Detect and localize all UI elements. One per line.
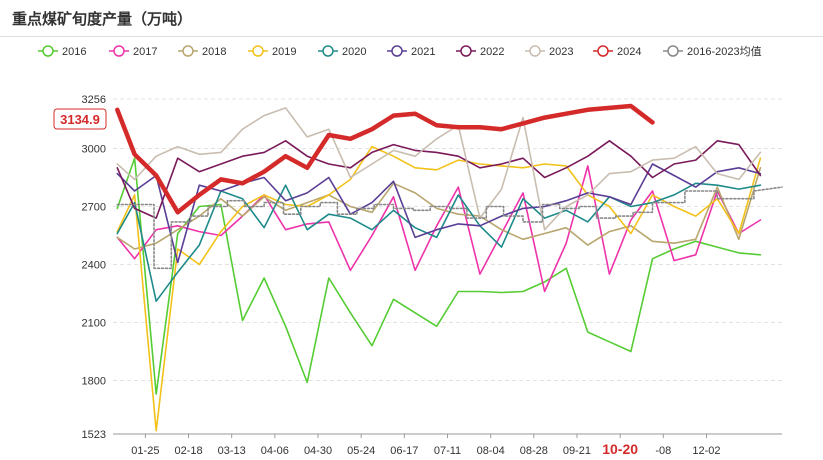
legend-swatch-marker [322, 45, 334, 57]
legend-swatch-marker [391, 45, 403, 57]
value-label-text: 3134.9 [60, 112, 100, 127]
legend-label: 2017 [133, 46, 157, 58]
x-tick-label: 10-20 [602, 441, 638, 457]
legend-label: 2018 [202, 46, 226, 58]
legend[interactable]: 2016 2017 2018 2019 2020 2021 2022 2023 2024 2016… [38, 45, 762, 58]
series-line-2022 [116, 140, 762, 219]
series-line-2021 [116, 163, 762, 264]
series-line-2023 [116, 107, 762, 231]
legend-swatch-marker [182, 45, 194, 57]
series-line-2018 [116, 167, 762, 250]
x-tick-label: 06-17 [390, 445, 418, 457]
legend-swatch-marker [460, 45, 472, 57]
x-tick-label: 08-28 [520, 445, 548, 457]
series-lines [115, 103, 783, 432]
legend-swatch-marker [252, 45, 264, 57]
y-axis: 1523 1800 2100 2400 2700 3000 3256 [82, 94, 106, 441]
x-tick-label: 02-18 [174, 445, 202, 457]
x-tick-label: 05-24 [347, 445, 375, 457]
current-value-label: 3134.9 [53, 108, 107, 130]
series-line-2024 [115, 103, 655, 215]
legend-label: 2023 [549, 46, 573, 58]
series-line-2019 [116, 145, 762, 432]
y-tick-label: 3000 [82, 143, 106, 155]
legend-label: 2020 [342, 46, 366, 58]
legend-label: 2024 [617, 46, 641, 58]
legend-label: 2021 [411, 46, 435, 58]
x-tick-label: 12-02 [692, 445, 720, 457]
x-tick-label: 09-21 [563, 445, 591, 457]
chart-title: 重点煤矿旬度产量（万吨） [12, 10, 193, 28]
series-line-2017 [116, 165, 762, 293]
y-tick-label: 2700 [82, 201, 106, 213]
legend-label: 2016-2023均值 [687, 45, 762, 58]
y-tick-label: 2100 [82, 317, 106, 329]
legend-label: 2019 [272, 46, 296, 58]
legend-swatch-marker [667, 45, 679, 57]
x-axis: 01-25 02-18 03-13 04-06 04-30 05-24 06-17 07-11… [113, 433, 782, 457]
title-divider [0, 36, 823, 37]
legend-label: 2016 [62, 46, 86, 58]
y-tick-label: 1800 [82, 375, 106, 387]
legend-swatch-marker [113, 45, 125, 57]
value-label-box [53, 108, 107, 130]
x-tick-label: 04-06 [261, 445, 289, 457]
legend-swatch-marker [42, 45, 54, 57]
y-tick-label: 1523 [82, 429, 106, 441]
y-tick-label: 2400 [82, 259, 106, 271]
y-tick-label: 3256 [82, 94, 106, 106]
x-tick-label: 03-13 [218, 445, 246, 457]
x-tick-label: 07-11 [434, 445, 461, 457]
series-line-2016 [116, 157, 762, 395]
series-line-2016-2023均值 [116, 186, 783, 270]
x-tick-label: 08-04 [477, 445, 505, 457]
legend-swatch-marker [597, 45, 609, 57]
x-tick-label: -08 [655, 445, 671, 457]
x-tick-label: 04-30 [304, 445, 332, 457]
x-tick-label: 01-25 [131, 445, 159, 457]
legend-label: 2022 [480, 46, 504, 58]
grid-lines [113, 98, 782, 381]
legend-swatch-marker [529, 45, 541, 57]
